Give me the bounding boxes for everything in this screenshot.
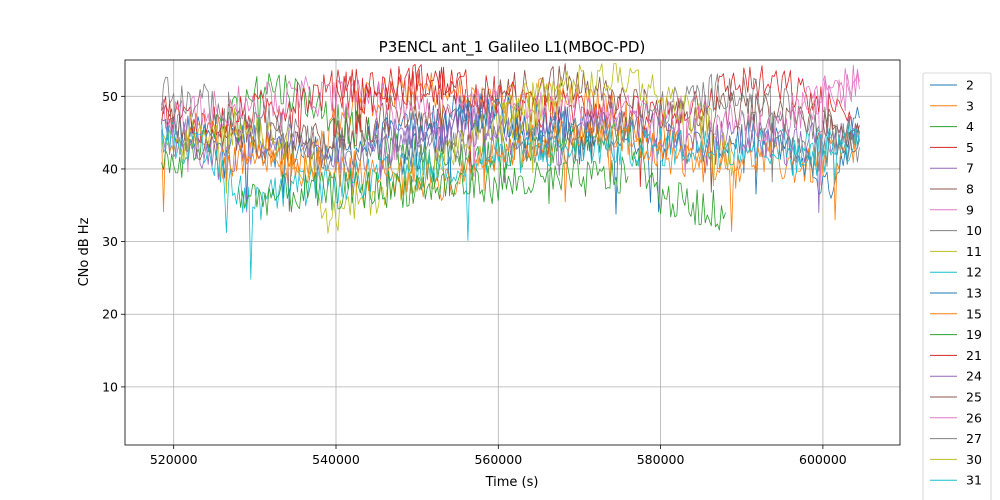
series-line-31 bbox=[790, 126, 860, 176]
legend-label: 11 bbox=[966, 244, 982, 259]
series-line-8 bbox=[161, 63, 860, 212]
legend-label: 19 bbox=[966, 327, 982, 342]
x-axis-label: Time (s) bbox=[485, 475, 539, 490]
legend-label: 8 bbox=[966, 182, 974, 197]
x-tick-label: 580000 bbox=[637, 452, 685, 467]
legend-label: 7 bbox=[966, 161, 974, 176]
legend-label: 12 bbox=[966, 265, 982, 280]
grid bbox=[125, 60, 900, 445]
y-tick-label: 50 bbox=[102, 89, 118, 104]
legend-label: 27 bbox=[966, 431, 982, 446]
series-line-21 bbox=[335, 63, 467, 135]
series-line-19 bbox=[238, 156, 629, 216]
series-line-26 bbox=[790, 64, 860, 186]
series-line-12 bbox=[161, 118, 860, 280]
legend-label: 2 bbox=[966, 78, 974, 93]
x-tick-label: 600000 bbox=[799, 452, 847, 467]
series-line-24 bbox=[368, 102, 499, 179]
legend-label: 4 bbox=[966, 119, 974, 134]
legend-label: 5 bbox=[966, 140, 974, 155]
legend-label: 15 bbox=[966, 306, 982, 321]
series-line-7 bbox=[161, 102, 860, 214]
series-line-30 bbox=[498, 84, 564, 174]
y-tick-label: 30 bbox=[102, 234, 118, 249]
series-line-15 bbox=[222, 118, 743, 232]
legend-label: 31 bbox=[966, 473, 982, 488]
legend-label: 26 bbox=[966, 410, 982, 425]
chart-title: P3ENCL ant_1 Galileo L1(MBOC-PD) bbox=[379, 38, 646, 57]
y-tick-label: 20 bbox=[102, 307, 118, 322]
legend-box bbox=[922, 72, 992, 500]
legend-label: 10 bbox=[966, 223, 982, 238]
y-ticks: 10 20 30 40 50 bbox=[102, 89, 125, 394]
plot-frame bbox=[124, 59, 901, 446]
series-line-27 bbox=[741, 110, 860, 173]
x-ticks: 520000 540000 560000 580000 600000 bbox=[150, 445, 847, 467]
legend-label: 3 bbox=[966, 98, 974, 113]
legend-label: 30 bbox=[966, 452, 982, 467]
series-line-10 bbox=[161, 73, 860, 199]
legend-label: 13 bbox=[966, 286, 982, 301]
y-tick-label: 10 bbox=[102, 379, 118, 394]
legend-label: 25 bbox=[966, 390, 982, 405]
series-line-3 bbox=[161, 71, 860, 221]
x-tick-label: 520000 bbox=[150, 452, 198, 467]
series-line-9 bbox=[161, 72, 860, 178]
x-tick-label: 540000 bbox=[312, 452, 360, 467]
legend-label: 21 bbox=[966, 348, 982, 363]
series-line-5 bbox=[161, 64, 860, 188]
plot-area bbox=[161, 63, 860, 280]
y-axis-label: CNo dB Hz bbox=[77, 217, 92, 286]
series-line-13 bbox=[400, 97, 597, 197]
legend: 2 3 4 5 7 8 9 10 11 12 13 15 19 21 24 25 26 27 30 31 bbox=[922, 72, 992, 500]
y-tick-label: 40 bbox=[102, 161, 118, 176]
legend-label: 24 bbox=[966, 369, 982, 384]
x-tick-label: 560000 bbox=[474, 452, 522, 467]
legend-label: 9 bbox=[966, 202, 974, 217]
